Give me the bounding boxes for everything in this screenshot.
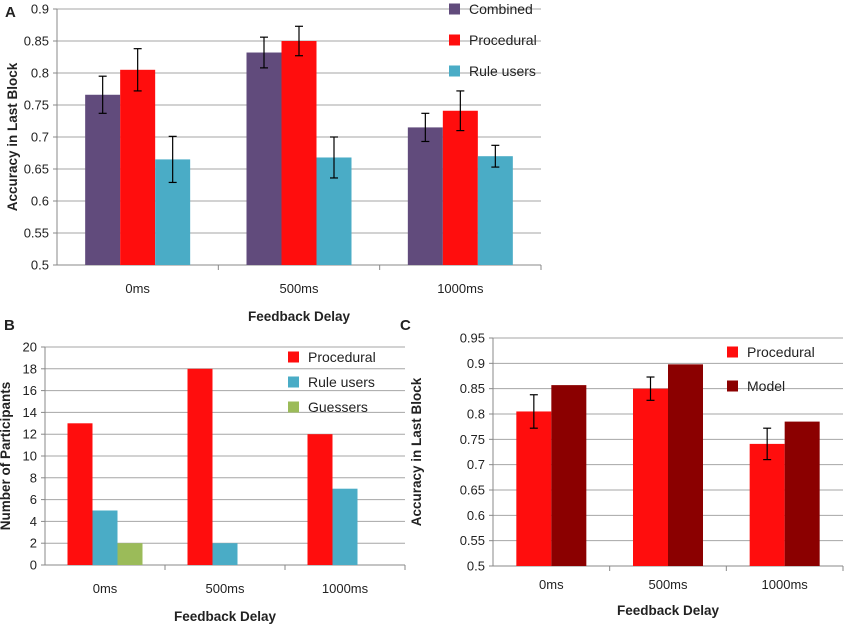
y-tick-label: 8 — [30, 470, 37, 485]
y-tick-label: 0.7 — [467, 457, 485, 472]
x-axis-title: Feedback Delay — [248, 309, 351, 324]
legend-swatch-combined — [449, 3, 460, 15]
y-tick-label: 14 — [23, 405, 37, 420]
bar-guessers — [117, 543, 143, 565]
y-axis-title: Accuracy in Last Block — [409, 377, 424, 526]
panel-label: C — [400, 317, 411, 334]
legend-swatch-rule-users — [288, 376, 299, 388]
bar-rule-users — [332, 488, 358, 565]
bar-combined — [85, 94, 121, 265]
bar-model — [668, 364, 703, 566]
x-tick-label: 500ms — [205, 581, 245, 596]
legend-swatch-procedural — [449, 34, 460, 46]
y-tick-label: 0.9 — [31, 2, 49, 17]
y-tick-label: 0 — [30, 558, 37, 573]
y-tick-label: 0.8 — [31, 66, 49, 81]
legend-swatch-rule-users — [449, 65, 460, 77]
legend: Procedural Rule users Guessers — [288, 349, 376, 415]
legend-label: Procedural — [747, 344, 815, 360]
bar-combined — [246, 52, 282, 265]
bar-rule-users — [212, 543, 238, 565]
y-tick-label: 0.85 — [460, 381, 485, 396]
y-tick-label: 0.6 — [31, 194, 49, 209]
y-axis-title: Number of Participants — [0, 382, 13, 531]
legend: Procedural Model — [727, 344, 815, 394]
x-tick-label: 0ms — [539, 577, 564, 592]
bar-model — [784, 421, 820, 566]
y-axis-title: Accuracy in Last Block — [5, 62, 20, 211]
y-tick-label: 12 — [23, 427, 37, 442]
bar-combined — [407, 127, 443, 266]
y-tick-label: 0.75 — [24, 98, 49, 113]
panel-a-chart: A 0.5 0.55 0.6 0.65 0.7 0.75 0.8 0.85 0.9 0ms 500ms… — [5, 1, 542, 324]
bar-procedural — [120, 69, 156, 265]
legend-label: Rule users — [308, 374, 375, 390]
bar-procedural — [281, 41, 317, 265]
y-tick-label: 0.95 — [460, 331, 485, 346]
bar-procedural — [516, 411, 552, 566]
legend-swatch-procedural — [727, 346, 738, 358]
y-tick-label: 0.5 — [467, 559, 485, 574]
bar-procedural — [187, 368, 213, 565]
y-tick-label: 2 — [30, 536, 37, 551]
bar-model — [551, 385, 587, 566]
panel-b-chart: B 0 2 4 6 8 10 12 14 16 18 20 0ms 500ms 1000ms Feedback… — [0, 317, 406, 624]
y-tick-label: 20 — [23, 340, 37, 355]
panel-label: B — [4, 317, 15, 334]
bar-procedural — [67, 423, 93, 565]
y-tick-label: 6 — [30, 492, 37, 507]
y-tick-label: 0.5 — [31, 258, 49, 273]
bar-procedural — [442, 110, 478, 265]
x-tick-label: 1000ms — [437, 281, 484, 296]
legend-label: Guessers — [308, 399, 368, 415]
y-tick-label: 0.7 — [31, 130, 49, 145]
bar-rule-users — [92, 510, 118, 565]
legend: Combined Procedural Rule users — [449, 1, 537, 79]
bar-procedural — [307, 434, 333, 565]
legend-label: Model — [747, 378, 785, 394]
y-tick-label: 10 — [23, 449, 37, 464]
bar-procedural — [633, 388, 668, 566]
x-tick-label: 1000ms — [322, 581, 369, 596]
y-tick-label: 0.8 — [467, 407, 485, 422]
panel-c-chart: C 0.5 0.55 0.6 0.65 0.7 0.75 0.8 0.85 0.9 0.95 0ms 5… — [400, 317, 844, 618]
x-axis-title: Feedback Delay — [174, 609, 277, 624]
x-axis-title: Feedback Delay — [617, 603, 720, 618]
x-tick-label: 0ms — [93, 581, 118, 596]
y-tick-label: 18 — [23, 361, 37, 376]
legend-swatch-procedural — [288, 351, 299, 363]
y-tick-label: 0.65 — [24, 162, 49, 177]
x-tick-label: 1000ms — [762, 577, 809, 592]
y-tick-label: 0.55 — [460, 533, 485, 548]
y-tick-label: 0.85 — [24, 34, 49, 49]
y-tick-label: 0.65 — [460, 483, 485, 498]
y-tick-label: 4 — [30, 514, 37, 529]
y-tick-label: 0.9 — [467, 356, 485, 371]
panel-label: A — [5, 4, 16, 21]
legend-label: Rule users — [469, 63, 536, 79]
x-tick-label: 500ms — [279, 281, 319, 296]
x-tick-label: 0ms — [125, 281, 150, 296]
x-tick-label: 500ms — [648, 577, 688, 592]
bar-procedural — [749, 443, 785, 566]
y-tick-label: 0.55 — [24, 226, 49, 241]
y-tick-label: 0.75 — [460, 432, 485, 447]
legend-label: Procedural — [308, 349, 376, 365]
legend-swatch-model — [727, 380, 738, 392]
y-tick-label: 16 — [23, 383, 37, 398]
bar-rule-users — [477, 156, 513, 265]
legend-label: Procedural — [469, 32, 537, 48]
legend-swatch-guessers — [288, 401, 299, 413]
legend-label: Combined — [469, 1, 533, 17]
y-tick-label: 0.6 — [467, 508, 485, 523]
